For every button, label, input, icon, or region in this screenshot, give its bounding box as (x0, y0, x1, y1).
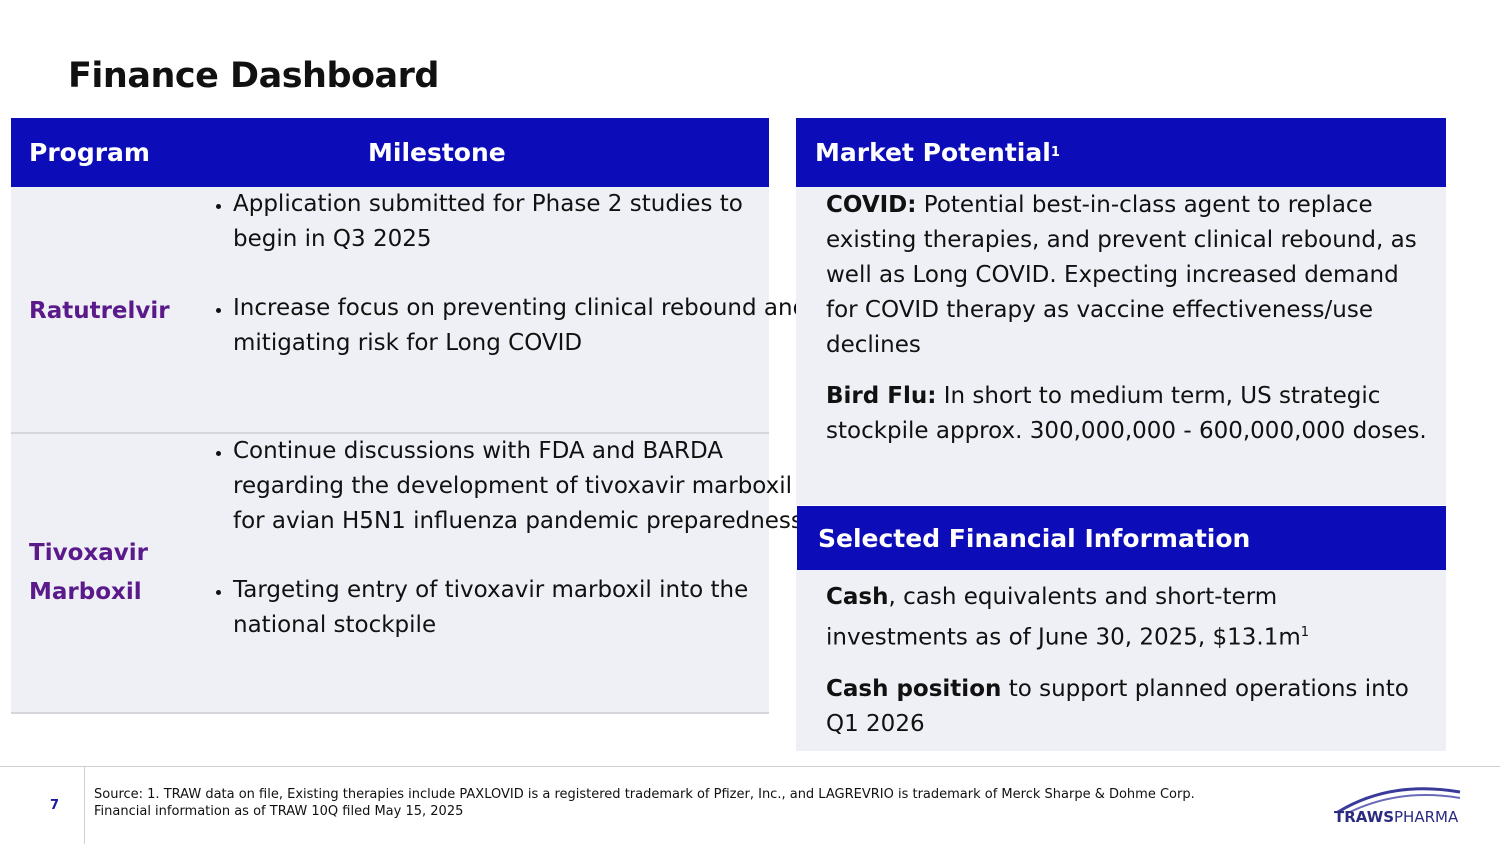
logo-swoosh (1349, 794, 1461, 813)
market-title: Market Potential (815, 138, 1051, 167)
program: Ratutrelvir (29, 298, 170, 324)
milestone: Targeting entry of tivoxavir marboxil in… (233, 573, 823, 643)
market-item: COVID: Potential best-in-class agent to … (826, 188, 1432, 363)
label: Bird Flu: (826, 383, 937, 409)
milestone: Continue discussions with FDA and BARDA … (233, 434, 823, 539)
note: Financial information as of TRAW 10Q fil… (94, 804, 464, 819)
market-body: COVID: Potential best-in-class agent to … (796, 187, 1446, 505)
financial-header: Selected Financial Information (797, 506, 1446, 570)
text: Potential best-in-class agent to replace… (826, 192, 1417, 358)
footnote-ref: 1 (1300, 625, 1310, 640)
text: to support planned operations into Q1 20… (826, 675, 1409, 737)
text: In short to medium term, US strategic st… (826, 383, 1427, 444)
footnote-ref: 1 (1050, 145, 1060, 160)
page-number: 7 (50, 798, 60, 813)
label: Cash (826, 584, 889, 610)
financial-body: Cash, cash equivalents and short-term in… (796, 570, 1446, 751)
label: Cash position (826, 675, 1002, 702)
source: Source: 1. TRAW data on file, Existing t… (94, 787, 1195, 802)
logo-sub: PHARMA (1394, 808, 1459, 826)
text: , cash equivalents and short-term invest… (826, 584, 1301, 651)
header-program: Program (29, 138, 150, 167)
milestones: Continue discussions with FDA and BARDA … (187, 434, 823, 677)
logo-main: TRAWS (1334, 808, 1394, 826)
financial-item: Cash, cash equivalents and short-term in… (826, 580, 1426, 656)
table-row: Ratutrelvir Application submitted for Ph… (11, 187, 807, 434)
financial-item: Cash position to support planned operati… (826, 672, 1426, 742)
footer-divider (84, 767, 85, 844)
program: Tivoxavir Marboxil (29, 540, 148, 605)
logo: TRAWS PHARMA (1334, 787, 1461, 826)
table-row: Tivoxavir Marboxil Continue discussions … (11, 434, 803, 714)
milestone: Application submitted for Phase 2 studie… (233, 187, 813, 257)
title: Finance Dashboard (68, 56, 439, 96)
header-milestone: Milestone (368, 138, 506, 167)
footer-rule (0, 766, 1500, 767)
logo-swoosh (1337, 787, 1461, 814)
footer-text: Source: 1. TRAW data on file, Existing t… (94, 786, 1324, 820)
market-header: Market Potential 1 (796, 118, 1446, 187)
milestone: Increase focus on preventing clinical re… (233, 291, 813, 361)
table-header: Program Milestone (11, 118, 769, 187)
market-item: Bird Flu: In short to medium term, US st… (826, 379, 1432, 449)
financial-title: Selected Financial Information (818, 523, 1251, 553)
milestones: Application submitted for Phase 2 studie… (187, 187, 813, 395)
label: COVID: (826, 192, 917, 218)
